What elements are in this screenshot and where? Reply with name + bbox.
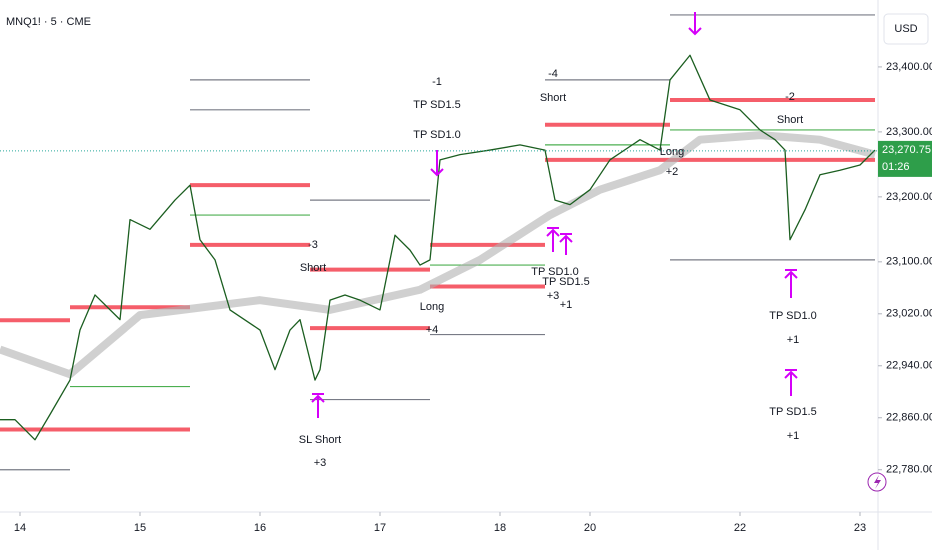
arrow-down [688, 12, 702, 36]
y-tick-label: 23,400.00 [886, 61, 932, 73]
signal-label: Long [420, 301, 444, 313]
arrow-down [430, 150, 444, 177]
signal-label: TP SD1.5 [413, 99, 461, 111]
chart-title: MNQ1! · 5 · CME [6, 16, 91, 28]
y-tick-label: 23,100.00 [886, 256, 932, 268]
signal-label: Long [660, 146, 684, 158]
signal-label: -4 [548, 68, 558, 80]
signal-label: Short [540, 92, 566, 104]
signal-label: SL Short [299, 434, 341, 446]
y-tick-label: 23,300.00 [886, 126, 932, 138]
y-tick-label: 22,940.00 [886, 360, 932, 372]
x-tick-label: 18 [494, 522, 506, 534]
signal-label: -3 [308, 239, 318, 251]
x-tick-label: 23 [854, 522, 866, 534]
last-price-box [878, 140, 932, 177]
signal-label: TP SD1.0 [413, 129, 461, 141]
x-tick-label: 20 [584, 522, 596, 534]
countdown: 01:26 [882, 161, 910, 173]
signal-label: Short [777, 114, 803, 126]
signal-label: TP SD1.5 [542, 276, 590, 288]
signal-label: +4 [426, 324, 439, 336]
signal-label: +2 [666, 166, 679, 178]
x-tick-label: 16 [254, 522, 266, 534]
last-price-label: 23,270.75 [882, 144, 931, 156]
signal-label: +1 [787, 334, 800, 346]
x-tick-label: 15 [134, 522, 146, 534]
signal-label: TP SD1.0 [531, 266, 579, 278]
signal-label: TP SD1.5 [769, 406, 817, 418]
signal-label: +3 [314, 457, 327, 469]
price-line [0, 131, 877, 379]
arrow-up [546, 227, 560, 252]
signal-label: Short [300, 262, 326, 274]
y-tick-label: 22,860.00 [886, 412, 932, 424]
signal-markers [311, 12, 798, 418]
currency[interactable]: USD [894, 23, 917, 35]
arrow-up [311, 393, 325, 418]
x-tick-label: 14 [14, 522, 26, 534]
signal-label: +1 [787, 430, 800, 442]
x-tick-label: 22 [734, 522, 746, 534]
x-tick-label: 17 [374, 522, 386, 534]
arrow-up [559, 233, 573, 255]
price-line [0, 54, 876, 441]
signal-label: +3 [547, 290, 560, 302]
arrow-up [784, 369, 798, 396]
signal-label: +1 [560, 299, 573, 311]
signal-label: TP SD1.0 [769, 310, 817, 322]
arrow-up [784, 269, 798, 298]
y-tick-label: 22,780.00 [886, 464, 932, 476]
y-tick-label: 23,020.00 [886, 308, 932, 320]
signal-label: -1 [432, 76, 442, 88]
signal-label: -2 [785, 91, 795, 103]
plot [0, 14, 877, 471]
y-tick-label: 23,200.00 [886, 191, 932, 203]
currency-box[interactable] [883, 13, 929, 45]
alert-bolt [874, 475, 881, 489]
